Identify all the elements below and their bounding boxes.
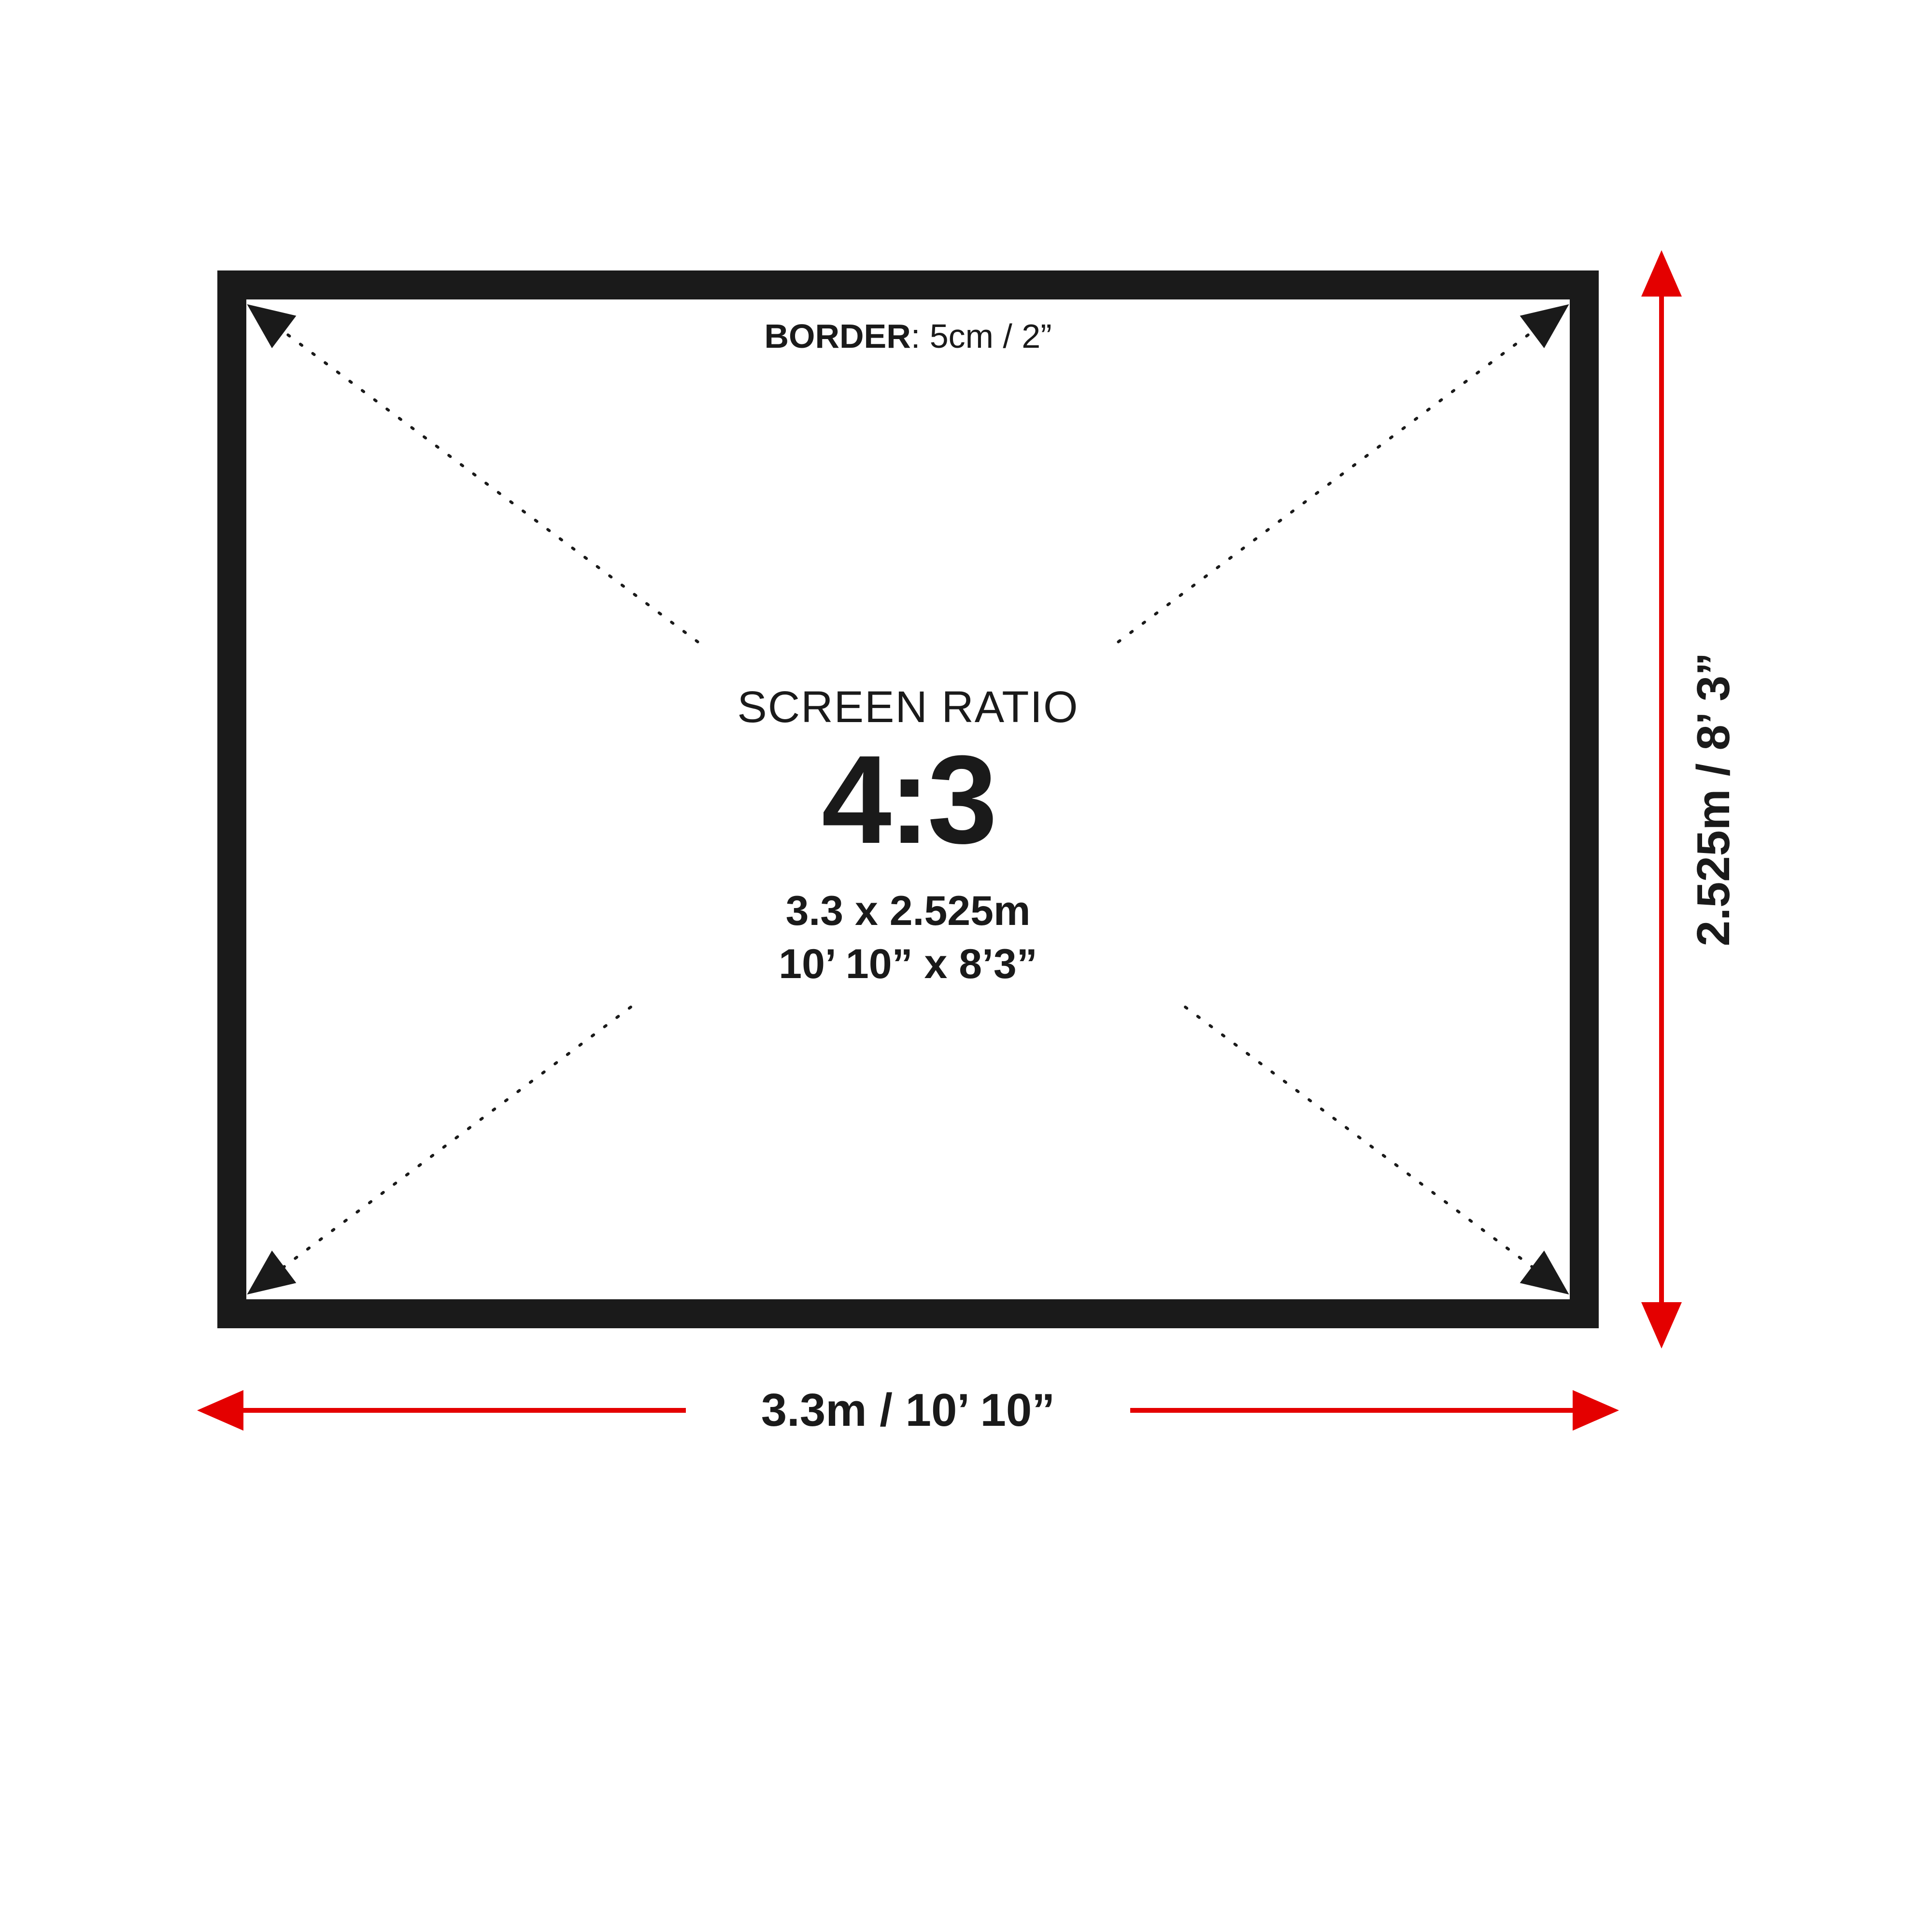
screen-ratio-caption: SCREEN RATIO (737, 682, 1079, 732)
height-dimension-label: 2.525m / 8’ 3” (1688, 653, 1739, 946)
width-dimension-label: 3.3m / 10’ 10” (761, 1384, 1055, 1436)
screen-ratio-value: 4:3 (822, 730, 994, 870)
size-imperial: 10’ 10” x 8’3” (779, 941, 1037, 987)
size-metric: 3.3 x 2.525m (786, 888, 1031, 934)
border-label: BORDER: 5cm / 2” (764, 317, 1051, 355)
